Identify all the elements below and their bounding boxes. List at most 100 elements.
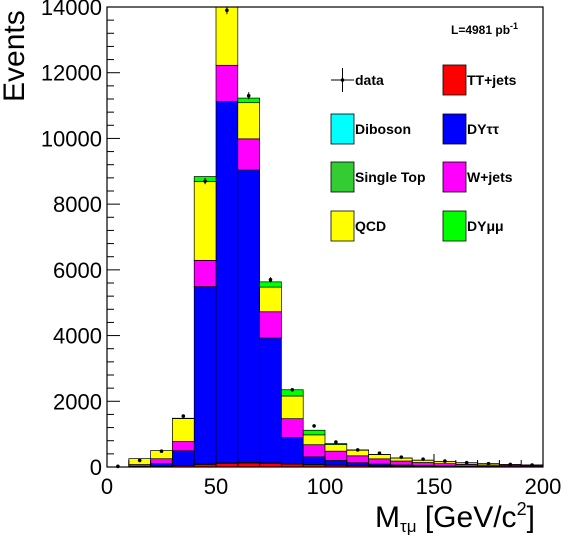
x-axis-title-main: M bbox=[375, 501, 400, 534]
x-axis-title: Mτμ [GeV/c2] bbox=[375, 499, 535, 536]
x-axis-title-unit-end: ] bbox=[527, 501, 535, 534]
bar-qcd-bin-3 bbox=[172, 418, 195, 442]
bar-wjets-bin-13 bbox=[390, 460, 413, 466]
data-point bbox=[486, 461, 491, 466]
data-point-marker bbox=[486, 461, 491, 466]
data-point bbox=[312, 424, 316, 428]
bar-dymumu-bin-7 bbox=[259, 281, 282, 288]
bar-wjets-bin-8 bbox=[281, 418, 304, 438]
luminosity-exponent: -1 bbox=[510, 21, 518, 31]
data-point-marker bbox=[355, 448, 360, 452]
legend-swatch-qcd bbox=[330, 210, 355, 242]
data-point bbox=[116, 464, 120, 469]
legend-item-ttjets: TT+jets bbox=[442, 64, 517, 96]
bar-qcd-bin-4 bbox=[193, 181, 217, 261]
bar-dytautau-bin-9 bbox=[302, 456, 326, 465]
y-tick-label: 8000 bbox=[53, 192, 102, 217]
data-point-marker bbox=[290, 387, 295, 392]
data-point bbox=[268, 277, 273, 283]
legend-item-dymumu: DYμμ bbox=[442, 210, 504, 242]
x-axis-title-sub: τμ bbox=[400, 517, 417, 536]
legend-item-dytautau: DYττ bbox=[442, 113, 500, 145]
bar-wjets-bin-4 bbox=[193, 259, 217, 287]
axes: 0 2000 4000 6000 8000 10000 12000 14000 0 50 100 15… bbox=[41, 0, 562, 499]
y-tick-label: 10000 bbox=[41, 126, 102, 151]
bar-wjets-bin-2 bbox=[150, 458, 173, 464]
data-point bbox=[334, 440, 338, 444]
bar-dytautau-bin-6 bbox=[237, 169, 260, 463]
legend-label-dytautau: DYττ bbox=[467, 121, 500, 137]
x-axis-title-unit-sup: 2 bbox=[517, 499, 527, 519]
bar-wjets-bin-5 bbox=[215, 64, 239, 102]
y-tick-label: 2000 bbox=[53, 389, 102, 414]
data-point-marker bbox=[225, 8, 229, 13]
bar-wjets-bin-9 bbox=[302, 444, 326, 458]
bar-dytautau-bin-10 bbox=[324, 460, 348, 466]
legend-data-marker-dot bbox=[340, 78, 345, 82]
data-point-marker bbox=[246, 93, 251, 98]
data-point bbox=[421, 457, 425, 461]
data-point-marker bbox=[421, 457, 425, 461]
legend-label-data: data bbox=[355, 72, 384, 88]
data-point bbox=[443, 459, 447, 463]
bar-dytautau-bin-4 bbox=[193, 286, 217, 465]
legend-label-singletop: Single Top bbox=[355, 169, 426, 185]
bar-qcd-bin-8 bbox=[281, 395, 304, 420]
legend-label-diboson: Diboson bbox=[355, 121, 411, 137]
data-point-marker bbox=[377, 451, 382, 456]
y-tick-label: 14000 bbox=[41, 0, 102, 20]
y-tick-label: 0 bbox=[90, 455, 102, 480]
luminosity-label: L=4981 pb-1 bbox=[451, 21, 518, 37]
bar-wjets-bin-3 bbox=[172, 441, 195, 452]
data-point-marker bbox=[268, 277, 273, 282]
bar-qcd-bin-6 bbox=[237, 102, 260, 140]
data-point bbox=[246, 92, 251, 100]
legend-item-qcd: QCD bbox=[330, 210, 386, 242]
y-tick-label: 6000 bbox=[53, 258, 102, 283]
x-tick-label: 100 bbox=[307, 474, 344, 499]
legend-label-dymumu: DYμμ bbox=[467, 218, 504, 234]
data-point-marker bbox=[464, 460, 469, 465]
bar-dytautau-bin-7 bbox=[259, 337, 282, 464]
bar-wjets-bin-7 bbox=[259, 311, 282, 339]
x-tick-label: 200 bbox=[525, 474, 562, 499]
data-point bbox=[355, 448, 360, 452]
data-point-marker bbox=[159, 449, 164, 454]
bar-wjets-bin-11 bbox=[346, 455, 369, 464]
bar-qcd-bin-7 bbox=[259, 286, 282, 313]
legend-label-qcd: QCD bbox=[355, 218, 386, 234]
bar-dytautau-bin-3 bbox=[172, 450, 195, 466]
data-point bbox=[464, 460, 469, 465]
bar-dytautau-bin-8 bbox=[281, 437, 304, 465]
x-axis-title-unit: [GeV/c bbox=[417, 501, 517, 534]
legend: data TT+jets Diboson DYττ Single Top W+jets QC… bbox=[330, 64, 517, 242]
legend-item-data: data bbox=[331, 68, 384, 92]
bar-wjets-bin-6 bbox=[237, 138, 260, 171]
x-tick-label: 50 bbox=[204, 474, 228, 499]
y-axis-title: Events bbox=[0, 10, 31, 102]
bar-dytautau-bin-5 bbox=[215, 101, 239, 464]
legend-swatch-ttjets bbox=[442, 64, 467, 96]
bar-wjets-bin-10 bbox=[324, 450, 348, 461]
data-point-marker bbox=[116, 464, 120, 469]
legend-item-wjets: W+jets bbox=[442, 161, 513, 193]
legend-swatch-dytautau bbox=[442, 113, 467, 145]
legend-label-wjets: W+jets bbox=[467, 169, 513, 185]
data-point-marker bbox=[508, 462, 513, 467]
x-tick-label: 0 bbox=[101, 474, 113, 499]
data-point-marker bbox=[399, 455, 404, 459]
legend-item-diboson: Diboson bbox=[330, 113, 411, 145]
legend-item-singletop: Single Top bbox=[330, 161, 426, 193]
data-point-marker bbox=[334, 440, 338, 444]
data-point-marker bbox=[312, 424, 316, 428]
bar-qcd-bin-10 bbox=[324, 444, 348, 452]
data-point-marker bbox=[203, 179, 207, 183]
bar-qcd-bin-9 bbox=[302, 434, 326, 446]
stacked-histogram bbox=[128, 6, 544, 468]
bar-qcd-bin-12 bbox=[368, 454, 391, 460]
bar-dymumu-bin-9 bbox=[302, 429, 326, 436]
data-point-marker bbox=[443, 459, 447, 463]
data-point bbox=[137, 458, 142, 463]
data-point bbox=[225, 6, 229, 15]
